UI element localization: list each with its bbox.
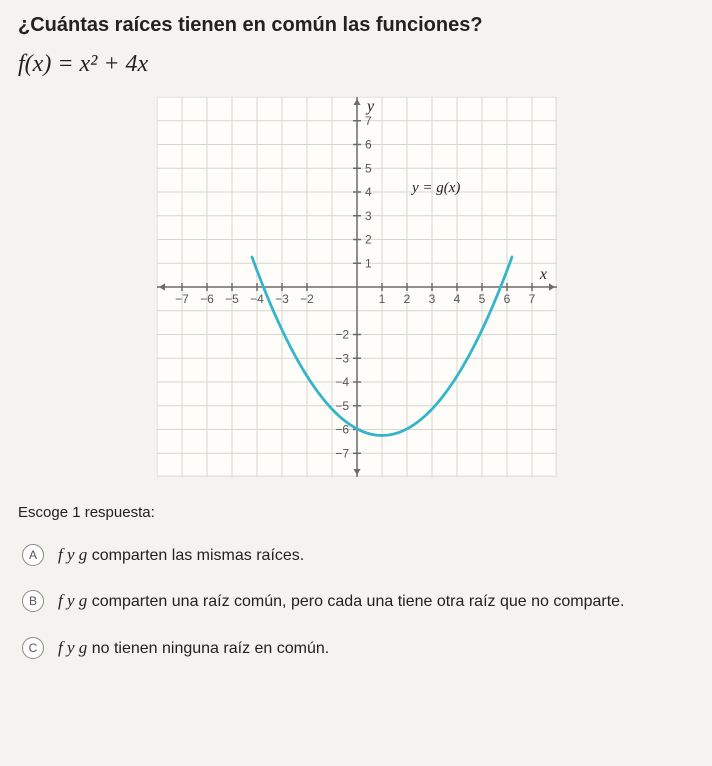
- choice-text: f y g comparten las mismas raíces.: [58, 543, 304, 567]
- svg-text:7: 7: [529, 292, 536, 306]
- choice-rest: comparten las mismas raíces.: [87, 547, 304, 564]
- chart-container: −7 −6 −5 −4 −3 −2 1 2 3 4 5 6 7 1 2 3 4 5 6 7 −2 −3 −4 −5 −6 −7 y x…: [18, 96, 694, 476]
- svg-text:−2: −2: [335, 328, 349, 342]
- choice-fn: f y g: [58, 545, 87, 564]
- svg-text:1: 1: [379, 292, 386, 306]
- svg-text:−7: −7: [175, 292, 189, 306]
- coordinate-chart: −7 −6 −5 −4 −3 −2 1 2 3 4 5 6 7 1 2 3 4 5 6 7 −2 −3 −4 −5 −6 −7 y x…: [156, 96, 556, 476]
- svg-text:5: 5: [479, 292, 486, 306]
- answer-choice-a[interactable]: Af y g comparten las mismas raíces.: [18, 541, 694, 569]
- svg-text:−2: −2: [300, 292, 314, 306]
- svg-text:6: 6: [365, 138, 372, 152]
- answer-choices: Af y g comparten las mismas raíces. Bf y …: [18, 541, 694, 662]
- svg-text:−5: −5: [225, 292, 239, 306]
- function-formula: f(x) = x² + 4x: [18, 51, 694, 78]
- chart-svg: −7 −6 −5 −4 −3 −2 1 2 3 4 5 6 7 1 2 3 4 5 6 7 −2 −3 −4 −5 −6 −7 y x…: [157, 97, 557, 477]
- svg-text:7: 7: [365, 114, 372, 128]
- x-axis-label: x: [539, 266, 547, 283]
- svg-text:4: 4: [454, 292, 461, 306]
- choice-fn: f y g: [58, 638, 87, 657]
- answer-choice-b[interactable]: Bf y g comparten una raíz común, pero ca…: [18, 587, 694, 615]
- curve-label: y = g(x): [410, 180, 460, 196]
- svg-text:5: 5: [365, 161, 372, 175]
- y-axis-label: y: [365, 98, 375, 115]
- choice-rest: comparten una raíz común, pero cada una …: [87, 593, 624, 610]
- svg-text:3: 3: [429, 292, 436, 306]
- choice-indicator: C: [22, 637, 44, 659]
- svg-text:−4: −4: [335, 375, 349, 389]
- formula-right: x² + 4x: [80, 51, 149, 77]
- svg-text:−3: −3: [275, 292, 289, 306]
- question-title: ¿Cuántas raíces tienen en común las func…: [18, 14, 694, 37]
- svg-text:3: 3: [365, 209, 372, 223]
- svg-text:−6: −6: [335, 423, 349, 437]
- svg-text:4: 4: [365, 185, 372, 199]
- svg-text:−6: −6: [200, 292, 214, 306]
- answer-choice-c[interactable]: Cf y g no tienen ninguna raíz en común.: [18, 634, 694, 662]
- formula-left: f(x): [18, 51, 51, 77]
- choice-indicator: B: [22, 590, 44, 612]
- svg-text:−3: −3: [335, 351, 349, 365]
- svg-text:2: 2: [365, 233, 372, 247]
- svg-text:−7: −7: [335, 446, 349, 460]
- svg-text:6: 6: [504, 292, 511, 306]
- svg-text:2: 2: [404, 292, 411, 306]
- svg-text:−5: −5: [335, 399, 349, 413]
- choice-fn: f y g: [58, 591, 87, 610]
- svg-text:−4: −4: [250, 292, 264, 306]
- svg-text:1: 1: [365, 256, 372, 270]
- choice-text: f y g no tienen ninguna raíz en común.: [58, 636, 329, 660]
- choice-indicator: A: [22, 544, 44, 566]
- choice-text: f y g comparten una raíz común, pero cad…: [58, 589, 624, 613]
- choice-rest: no tienen ninguna raíz en común.: [87, 640, 329, 657]
- choose-prompt: Escoge 1 respuesta:: [18, 504, 694, 521]
- equals: =: [57, 51, 79, 77]
